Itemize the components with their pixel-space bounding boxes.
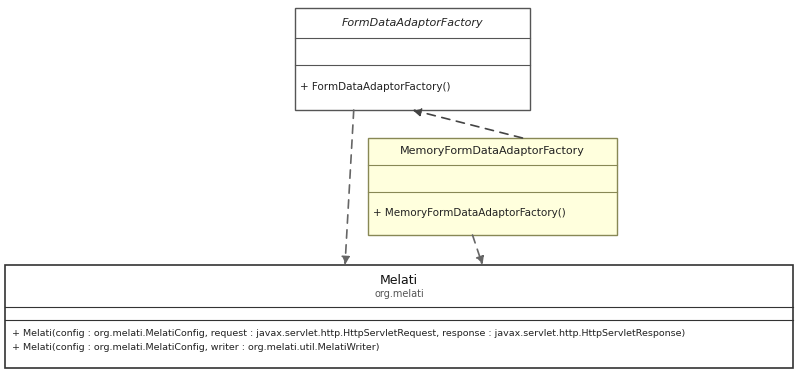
Text: + Melati(config : org.melati.MelatiConfig, request : javax.servlet.http.HttpServ: + Melati(config : org.melati.MelatiConfi… xyxy=(12,329,686,338)
Text: + FormDataAdaptorFactory(): + FormDataAdaptorFactory() xyxy=(300,82,450,93)
Text: FormDataAdaptorFactory: FormDataAdaptorFactory xyxy=(342,18,483,28)
Text: MemoryFormDataAdaptorFactory: MemoryFormDataAdaptorFactory xyxy=(400,147,585,157)
Bar xyxy=(368,138,617,235)
Bar xyxy=(295,8,530,110)
Bar xyxy=(5,265,793,368)
Text: org.melati: org.melati xyxy=(374,289,424,299)
Text: + MemoryFormDataAdaptorFactory(): + MemoryFormDataAdaptorFactory() xyxy=(373,209,566,219)
Text: + Melati(config : org.melati.MelatiConfig, writer : org.melati.util.MelatiWriter: + Melati(config : org.melati.MelatiConfi… xyxy=(12,342,379,351)
Text: Melati: Melati xyxy=(380,275,418,288)
